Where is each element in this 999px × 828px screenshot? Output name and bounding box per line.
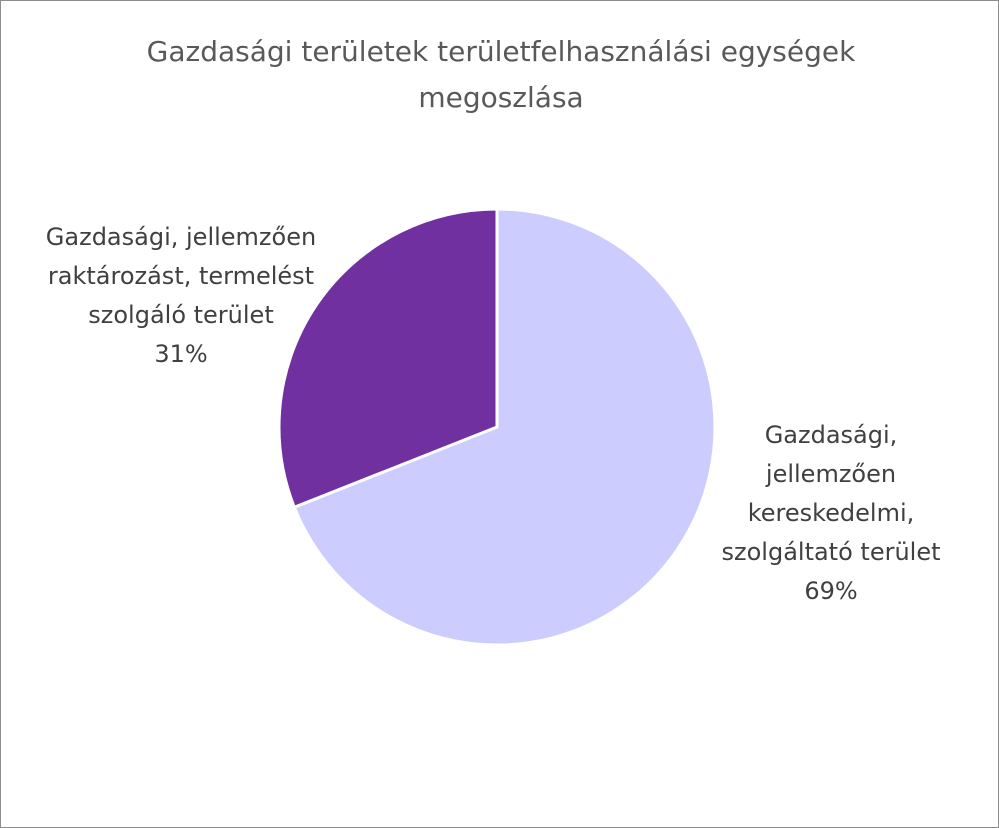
slice-label-line: szolgáló terület [88, 301, 274, 329]
slice-label-line: Gazdasági, [764, 421, 898, 449]
chart-title: Gazdasági területek területfelhasználási… [146, 35, 856, 114]
slice-label-line: szolgáltató terület [721, 538, 941, 566]
slice-label-line: Gazdasági, jellemzően [45, 223, 317, 251]
slice-label-line: kereskedelmi, [747, 499, 915, 527]
slice-percent: 31% [154, 340, 208, 368]
pie-slice-0 [292, 207, 717, 647]
slice-label-kereskedelmi: Gazdasági, jellemzően kereskedelmi, szol… [701, 416, 961, 611]
slice-label-raktarozas: Gazdasági, jellemzően raktározást, terme… [21, 218, 341, 374]
slice-percent: 69% [804, 577, 858, 605]
pie-slice-1 [277, 207, 499, 509]
slice-label-line: raktározást, termelést [47, 262, 315, 290]
slice-label-line: jellemzően [765, 460, 897, 488]
